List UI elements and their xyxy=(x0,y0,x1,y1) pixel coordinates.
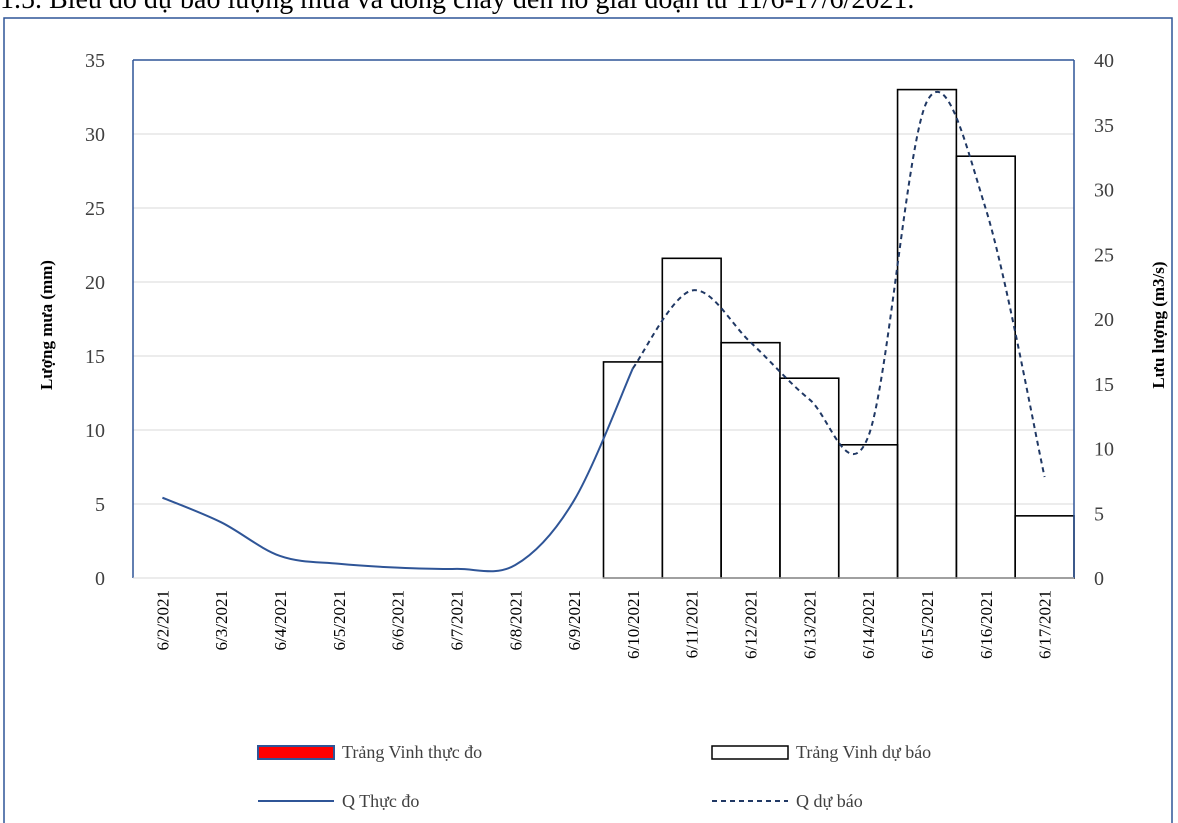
bar xyxy=(837,443,899,579)
y-tick-label-right: 35 xyxy=(1094,115,1114,137)
bar xyxy=(661,257,722,579)
y-tick-label-right: 0 xyxy=(1094,568,1104,590)
x-tick-label: 6/16/2021 xyxy=(977,590,996,659)
y-tick-label-right: 5 xyxy=(1094,503,1104,525)
legend-label: Trảng Vinh thực đo xyxy=(342,742,482,762)
y-tick-label-right: 15 xyxy=(1094,374,1114,396)
legend-label: Q dự báo xyxy=(796,791,863,811)
x-tick-label: 6/6/2021 xyxy=(389,590,408,650)
x-tick-label: 6/8/2021 xyxy=(506,590,525,650)
figure-caption: 1.5. Biểu đồ dự báo lượng mưa và dòng ch… xyxy=(0,0,914,16)
y-tick-label-right: 40 xyxy=(1094,50,1114,72)
y-tick-label-right: 10 xyxy=(1094,439,1114,461)
bar xyxy=(720,341,781,579)
y-tick-label-left: 0 xyxy=(95,568,105,590)
bar-series-layer xyxy=(602,88,1075,579)
line-series-q-observed xyxy=(162,367,634,573)
x-tick-label: 6/14/2021 xyxy=(859,590,878,659)
legend: Trảng Vinh thực đo Trảng Vinh dự báo Q Thự… xyxy=(257,742,931,811)
x-tick-label: 6/13/2021 xyxy=(800,590,819,659)
x-tick-label: 6/2/2021 xyxy=(153,590,172,650)
legend-swatch xyxy=(711,745,789,760)
y-tick-label-right: 20 xyxy=(1094,309,1114,331)
legend-swatch xyxy=(257,745,335,760)
y-tick-label-left: 30 xyxy=(85,124,105,146)
y-axis-title-left: Lượng mưa (mm) xyxy=(37,260,56,390)
x-tick-label: 6/10/2021 xyxy=(624,590,643,659)
x-tick-label: 6/7/2021 xyxy=(447,590,466,650)
legend-label: Trảng Vinh dự báo xyxy=(796,742,931,762)
x-tick-label: 6/5/2021 xyxy=(330,590,349,650)
bar xyxy=(602,361,664,579)
y-axis-title-right: Lưu lượng (m3/s) xyxy=(1149,261,1168,388)
bar xyxy=(955,155,1016,579)
line-series-layer xyxy=(162,91,1046,573)
y-tick-label-left: 25 xyxy=(85,198,105,220)
bar xyxy=(779,377,840,579)
y-tick-label-left: 15 xyxy=(85,346,105,368)
x-tick-label: 6/11/2021 xyxy=(683,590,702,658)
y-tick-label-left: 5 xyxy=(95,494,105,516)
x-tick-label: 6/3/2021 xyxy=(212,590,231,650)
legend-label: Q Thực đo xyxy=(342,791,419,811)
y-tick-label-right: 30 xyxy=(1094,180,1114,202)
x-tick-label: 6/12/2021 xyxy=(742,590,761,659)
y-tick-label-left: 10 xyxy=(85,420,105,442)
x-tick-label: 6/15/2021 xyxy=(918,590,937,659)
x-tick-label: 6/4/2021 xyxy=(271,590,290,650)
chart-frame xyxy=(3,17,1173,823)
x-tick-label: 6/9/2021 xyxy=(565,590,584,650)
bar xyxy=(1014,515,1075,579)
axes: 0 5 10 15 20 25 30 35 0 5 10 15 20 25 30 35 40 6/2/2021 6/… xyxy=(85,50,1114,659)
y-tick-label-left: 35 xyxy=(85,50,105,72)
bar xyxy=(896,88,958,579)
x-tick-label: 6/17/2021 xyxy=(1036,590,1055,659)
y-tick-label-left: 20 xyxy=(85,272,105,294)
y-tick-label-right: 25 xyxy=(1094,244,1114,266)
